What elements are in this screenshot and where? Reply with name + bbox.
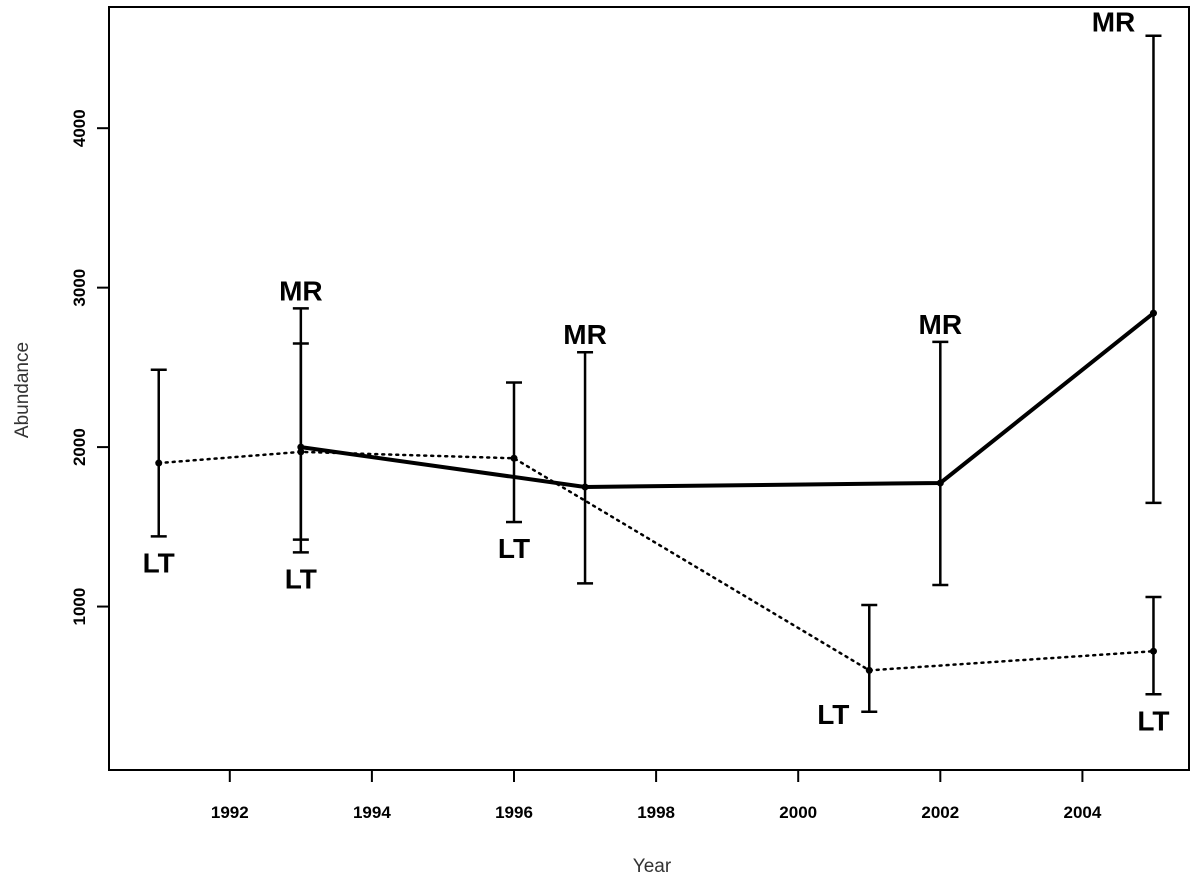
series-layer	[150, 34, 1162, 714]
data-point-lt	[865, 666, 873, 674]
plot-frame	[108, 6, 1190, 771]
point-label-lt: LT	[1137, 705, 1169, 736]
y-tick-label: 1000	[70, 588, 89, 626]
x-tick-label: 1992	[211, 803, 249, 822]
data-point-lt	[1149, 647, 1157, 655]
y-tick-label: 3000	[70, 269, 89, 307]
data-point-mr	[581, 483, 589, 491]
x-axis: 1992 1994 1996 1998 2000 2002 2004	[211, 770, 1102, 822]
point-label-mr: MR	[1092, 7, 1136, 38]
data-point-lt	[510, 454, 518, 462]
x-tick-label: 1994	[353, 803, 391, 822]
y-axis: 1000 2000 3000 4000	[70, 109, 109, 625]
point-label-mr: MR	[563, 319, 607, 350]
point-label-layer: MR MR MR MR LT LT LT LT LT	[143, 7, 1170, 737]
data-point-lt	[297, 448, 305, 456]
x-tick-label: 2002	[921, 803, 959, 822]
y-axis-title: Abundance	[12, 342, 33, 438]
y-tick-label: 2000	[70, 428, 89, 466]
x-tick-label: 2004	[1064, 803, 1102, 822]
y-tick-label: 4000	[70, 109, 89, 147]
x-tick-label: 1996	[495, 803, 533, 822]
series-line-mr	[298, 311, 1156, 489]
data-point-mr	[936, 479, 944, 487]
x-axis-title: Year	[633, 856, 672, 877]
data-point-lt	[155, 459, 163, 467]
point-label-lt: LT	[143, 547, 175, 578]
data-point-mr	[1149, 309, 1157, 317]
point-label-mr: MR	[279, 275, 323, 306]
point-label-mr: MR	[919, 309, 963, 340]
point-label-lt: LT	[817, 699, 849, 730]
x-tick-label: 1998	[637, 803, 675, 822]
x-tick-label: 2000	[779, 803, 817, 822]
point-label-lt: LT	[498, 533, 530, 564]
point-label-lt: LT	[285, 563, 317, 594]
